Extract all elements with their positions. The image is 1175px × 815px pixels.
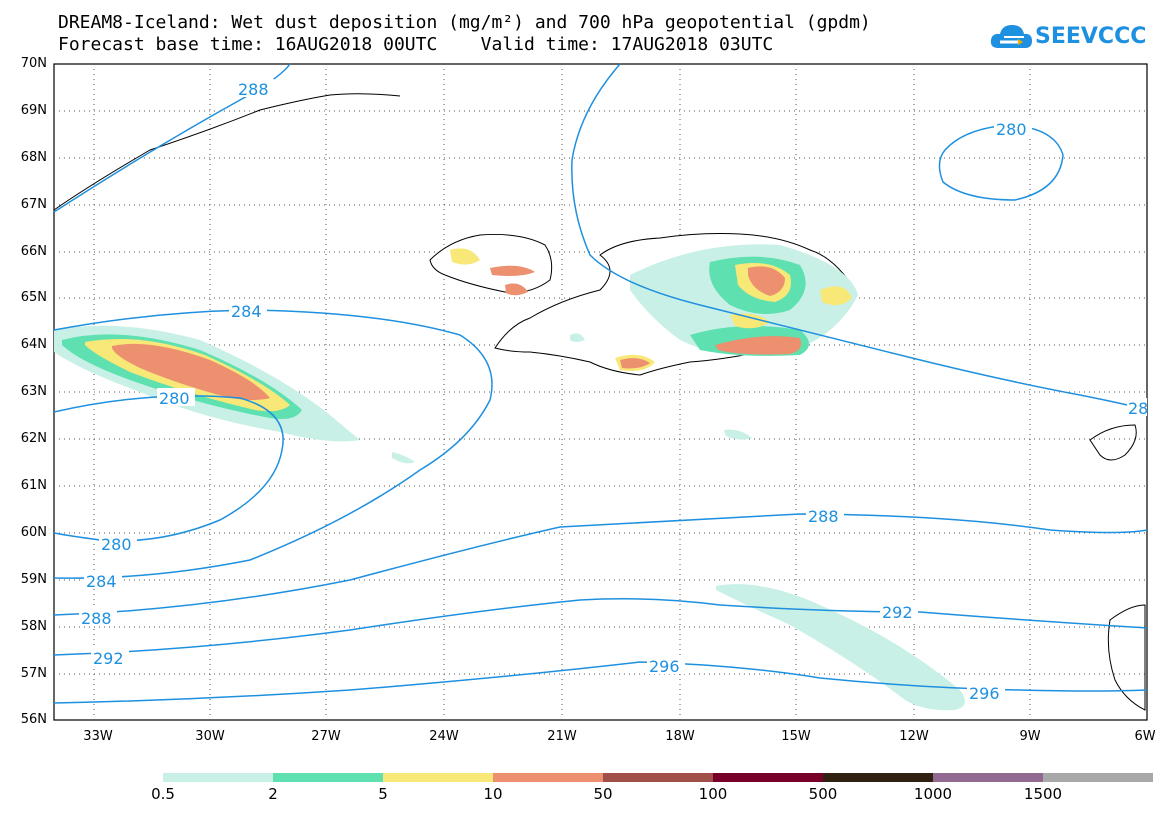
legend-swatch bbox=[823, 773, 933, 782]
lon-label: 15W bbox=[781, 729, 811, 744]
lat-label: 59N bbox=[20, 572, 47, 587]
legend-label: 0.5 bbox=[151, 785, 175, 803]
cloud-icon bbox=[990, 25, 1032, 48]
lon-label: 9W bbox=[1019, 729, 1041, 744]
contour-label: 288 bbox=[808, 507, 839, 526]
dust-band-southeast bbox=[716, 584, 965, 711]
legend-label: 100 bbox=[698, 785, 728, 803]
legend-swatch bbox=[383, 773, 493, 782]
legend-swatch bbox=[163, 773, 273, 782]
contour-label-group: 288 280 284 280 280 284 288 292 288 292 … bbox=[79, 79, 1148, 703]
legend-label: 1000 bbox=[913, 785, 953, 803]
legend-swatch bbox=[1043, 773, 1153, 782]
contour-label: 296 bbox=[649, 657, 680, 676]
contour-label: 292 bbox=[93, 649, 124, 668]
legend-label: 50 bbox=[593, 785, 613, 803]
lon-label: 30W bbox=[195, 729, 225, 744]
map-title: DREAM8-Iceland: Wet dust deposition (mg/… bbox=[58, 12, 871, 33]
forecast-times: Forecast base time: 16AUG2018 00UTC Vali… bbox=[58, 34, 774, 55]
lat-label: 63N bbox=[20, 384, 47, 399]
contour-label: 288 bbox=[238, 80, 269, 99]
logo-text: SEEVCCC bbox=[1035, 24, 1147, 49]
lat-label: 66N bbox=[20, 244, 47, 259]
legend-swatch bbox=[493, 773, 603, 782]
greenland-coast bbox=[53, 93, 401, 211]
contour-label: 28 bbox=[1128, 399, 1148, 418]
lat-label: 70N bbox=[20, 56, 47, 71]
lon-label: 18W bbox=[665, 729, 695, 744]
lat-label: 69N bbox=[20, 103, 47, 118]
iceland-dust bbox=[450, 244, 858, 371]
lon-label: 24W bbox=[429, 729, 459, 744]
lat-label: 58N bbox=[20, 619, 47, 634]
lat-label: 64N bbox=[20, 337, 47, 352]
lat-label: 62N bbox=[20, 431, 47, 446]
scotland-coast bbox=[1107, 604, 1146, 711]
contour-label: 280 bbox=[101, 535, 132, 554]
lat-label: 56N bbox=[20, 712, 47, 727]
legend-label: 2 bbox=[268, 785, 278, 803]
contour-label: 280 bbox=[996, 120, 1027, 139]
lon-label: 33W bbox=[83, 729, 113, 744]
lon-label: 6W bbox=[1134, 729, 1156, 744]
lat-label: 60N bbox=[20, 525, 47, 540]
legend-label: 1500 bbox=[1023, 785, 1063, 803]
lon-label: 12W bbox=[899, 729, 929, 744]
lat-label: 65N bbox=[20, 290, 47, 305]
legend-label: 5 bbox=[378, 785, 388, 803]
faroe-coast bbox=[1089, 424, 1137, 461]
legend-swatch bbox=[933, 773, 1043, 782]
legend-label: 500 bbox=[808, 785, 838, 803]
legend-swatch bbox=[713, 773, 823, 782]
legend-swatch bbox=[273, 773, 383, 782]
contour-label: 280 bbox=[159, 389, 190, 408]
contour-label: 292 bbox=[882, 603, 913, 622]
lat-label: 67N bbox=[20, 197, 47, 212]
grid bbox=[54, 64, 1147, 720]
contour-label: 288 bbox=[81, 609, 112, 628]
seevccc-logo: SEEVCCC bbox=[990, 20, 1170, 56]
contour-label: 296 bbox=[969, 684, 1000, 703]
lat-label: 57N bbox=[20, 666, 47, 681]
lat-label: 61N bbox=[20, 478, 47, 493]
legend-swatch bbox=[603, 773, 713, 782]
lon-label: 27W bbox=[311, 729, 341, 744]
legend-label: 10 bbox=[483, 785, 503, 803]
contour-label: 284 bbox=[231, 302, 262, 321]
lat-label: 68N bbox=[20, 150, 47, 165]
contour-label: 284 bbox=[86, 572, 117, 591]
lon-label: 21W bbox=[547, 729, 577, 744]
